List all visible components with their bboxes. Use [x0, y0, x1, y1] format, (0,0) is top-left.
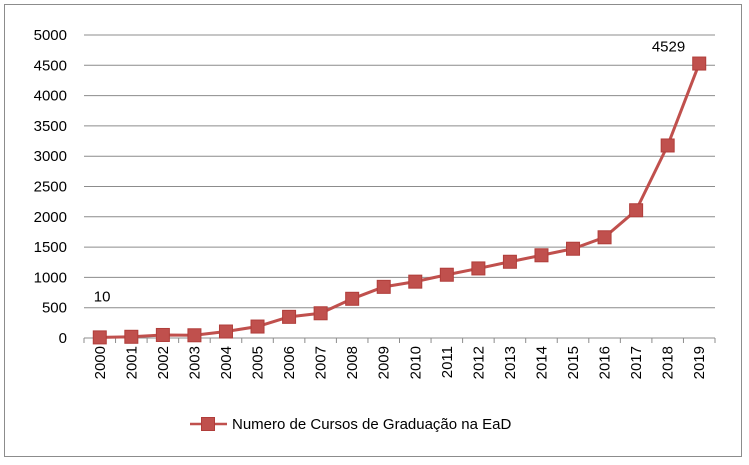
x-tick-label: 2019 [691, 346, 708, 379]
data-label: 10 [94, 288, 111, 305]
data-point-marker [408, 274, 423, 289]
legend-label: Numero de Cursos de Graduação na EaD [232, 416, 511, 433]
x-tick-label: 2008 [344, 346, 361, 379]
data-point-marker [345, 291, 360, 306]
data-point-marker [218, 324, 233, 339]
data-point-marker [250, 319, 265, 334]
x-tick-label: 2013 [502, 346, 519, 379]
x-tick-label: 2016 [597, 346, 614, 379]
x-tick-label: 2000 [92, 346, 109, 379]
y-tick-label: 2000 [34, 209, 67, 226]
data-point-marker [597, 230, 612, 245]
x-tick-label: 2004 [218, 346, 235, 379]
y-tick-label: 3000 [34, 148, 67, 165]
x-tick-label: 2010 [407, 346, 424, 379]
y-tick-label: 5000 [34, 27, 67, 44]
y-tick-label: 4000 [34, 88, 67, 105]
data-point-marker [124, 329, 139, 344]
x-tick-label: 2017 [628, 346, 645, 379]
data-point-marker [566, 241, 581, 256]
data-point-marker [471, 261, 486, 276]
data-point-marker [313, 306, 328, 321]
data-point-marker [439, 267, 454, 282]
y-tick-label: 2500 [34, 179, 67, 196]
series-group [92, 56, 707, 345]
data-point-marker [629, 203, 644, 218]
data-point-marker [692, 56, 707, 71]
legend-marker-sample [201, 417, 215, 431]
x-tick-label: 2006 [281, 346, 298, 379]
data-point-marker [92, 330, 107, 345]
y-tick-label: 3500 [34, 118, 67, 135]
x-tick-label: 2002 [155, 346, 172, 379]
x-tick-label: 2011 [439, 346, 456, 378]
y-tick-label: 0 [59, 330, 67, 347]
x-tick-label: 2003 [186, 346, 203, 379]
x-tick-label: 2001 [123, 346, 140, 379]
y-tick-label: 1500 [34, 239, 67, 256]
x-tick-label: 2009 [376, 346, 393, 379]
x-tick-label: 2005 [250, 346, 267, 379]
x-tick-label: 2018 [660, 346, 677, 379]
data-point-marker [502, 254, 517, 269]
x-tick-label: 2014 [533, 346, 550, 379]
data-point-marker [534, 248, 549, 263]
x-tick-label: 2015 [565, 346, 582, 379]
chart-frame [4, 4, 742, 457]
x-tick-label: 2012 [470, 346, 487, 379]
y-tick-label: 4500 [34, 57, 67, 74]
y-tick-label: 500 [42, 300, 67, 317]
y-axis-ticks: 0 500 1000 1500 2000 2500 3000 3500 4000 4500 5000 [34, 27, 67, 347]
legend: Numero de Cursos de Graduação na EaD [190, 416, 511, 433]
x-tick-label: 2007 [313, 346, 330, 379]
data-point-marker [155, 327, 170, 342]
data-point-marker [282, 309, 297, 324]
data-point-marker [187, 328, 202, 343]
data-point-marker [660, 138, 675, 153]
gridlines [84, 34, 715, 309]
series-line [99, 63, 701, 339]
data-label: 4529 [652, 39, 685, 56]
data-point-marker [376, 279, 391, 294]
x-axis-ticks: 2000 2001 2002 2003 2004 2005 2006 2007 2008 2009… [83, 338, 716, 379]
data-labels: 10 4529 [94, 39, 685, 306]
y-tick-label: 1000 [34, 269, 67, 286]
